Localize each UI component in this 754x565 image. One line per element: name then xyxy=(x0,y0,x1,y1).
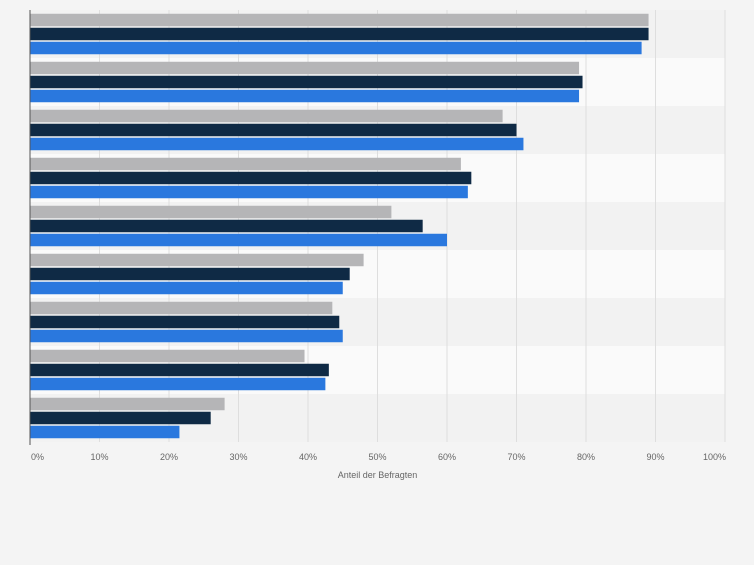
bar[interactable] xyxy=(30,281,343,295)
bar[interactable] xyxy=(30,253,364,267)
x-tick-label: 0% xyxy=(31,452,44,462)
x-tick-label: 80% xyxy=(577,452,595,462)
bar[interactable] xyxy=(30,397,225,411)
bar[interactable] xyxy=(30,171,472,185)
bar[interactable] xyxy=(30,349,305,363)
bar[interactable] xyxy=(30,301,333,315)
x-tick-labels: 0% 10% 20% 30% 40% 50% 60% 70% 80% 90% 100% xyxy=(31,452,726,462)
x-tick-label: 30% xyxy=(229,452,247,462)
bar[interactable] xyxy=(30,41,642,55)
bar[interactable] xyxy=(30,123,517,137)
x-tick-label: 90% xyxy=(646,452,664,462)
bar[interactable] xyxy=(30,75,583,89)
bar[interactable] xyxy=(30,233,447,247)
bar[interactable] xyxy=(30,219,423,233)
bar[interactable] xyxy=(30,315,340,329)
x-axis-label: Anteil der Befragten xyxy=(338,470,418,480)
x-tick-label: 10% xyxy=(90,452,108,462)
x-tick-label: 20% xyxy=(160,452,178,462)
bars-group xyxy=(30,13,649,439)
bar[interactable] xyxy=(30,329,343,343)
bar[interactable] xyxy=(30,61,580,75)
bar[interactable] xyxy=(30,137,524,151)
bar[interactable] xyxy=(30,89,580,103)
bar[interactable] xyxy=(30,267,350,281)
bar[interactable] xyxy=(30,185,468,199)
bar[interactable] xyxy=(30,377,326,391)
x-tick-label: 50% xyxy=(368,452,386,462)
bar[interactable] xyxy=(30,411,211,425)
x-tick-label: 100% xyxy=(703,452,726,462)
x-tick-label: 40% xyxy=(299,452,317,462)
bar[interactable] xyxy=(30,157,461,171)
bar[interactable] xyxy=(30,109,503,123)
bar[interactable] xyxy=(30,363,329,377)
x-tick-label: 70% xyxy=(507,452,525,462)
bar[interactable] xyxy=(30,13,649,27)
bar[interactable] xyxy=(30,425,180,439)
bar[interactable] xyxy=(30,27,649,41)
bar[interactable] xyxy=(30,205,392,219)
x-tick-label: 60% xyxy=(438,452,456,462)
